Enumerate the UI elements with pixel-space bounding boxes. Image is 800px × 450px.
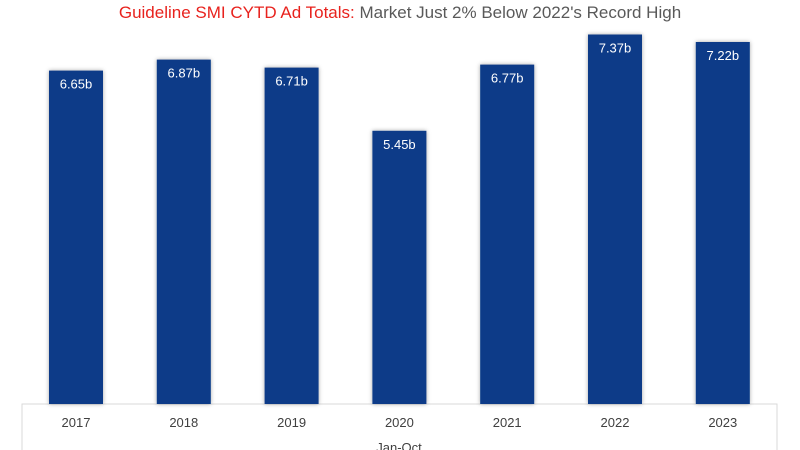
bar-2022 bbox=[588, 34, 642, 404]
bar-2020 bbox=[372, 130, 427, 405]
data-label-2022: 7.37b bbox=[599, 41, 632, 56]
data-label-2017: 6.65b bbox=[60, 77, 93, 92]
x-tick-2017: 2017 bbox=[62, 415, 91, 430]
bar-2018 bbox=[156, 59, 211, 404]
x-tick-2020: 2020 bbox=[385, 415, 414, 430]
x-axis-title: Jan-Oct bbox=[376, 440, 422, 450]
bar-2017 bbox=[49, 70, 103, 404]
data-label-2019: 6.71b bbox=[275, 74, 308, 89]
data-label-2020: 5.45b bbox=[383, 137, 416, 152]
chart-title-rest: Market Just 2% Below 2022's Record High bbox=[354, 3, 682, 22]
x-tick-2018: 2018 bbox=[169, 415, 198, 430]
x-tick-2022: 2022 bbox=[601, 415, 630, 430]
category-axis-panel bbox=[21, 403, 778, 450]
chart-title: Guideline SMI CYTD Ad Totals: Market Jus… bbox=[0, 3, 800, 23]
chart-title-lead: Guideline SMI CYTD Ad Totals: bbox=[118, 3, 355, 22]
x-tick-2023: 2023 bbox=[708, 415, 737, 430]
data-label-2023: 7.22b bbox=[707, 48, 740, 63]
x-tick-2019: 2019 bbox=[277, 415, 306, 430]
x-tick-2021: 2021 bbox=[493, 415, 522, 430]
data-label-2021: 6.77b bbox=[491, 71, 524, 86]
data-label-2018: 6.87b bbox=[168, 66, 201, 81]
bar-2021 bbox=[480, 64, 535, 404]
bar-2023 bbox=[695, 42, 750, 404]
bar-2019 bbox=[264, 67, 319, 404]
